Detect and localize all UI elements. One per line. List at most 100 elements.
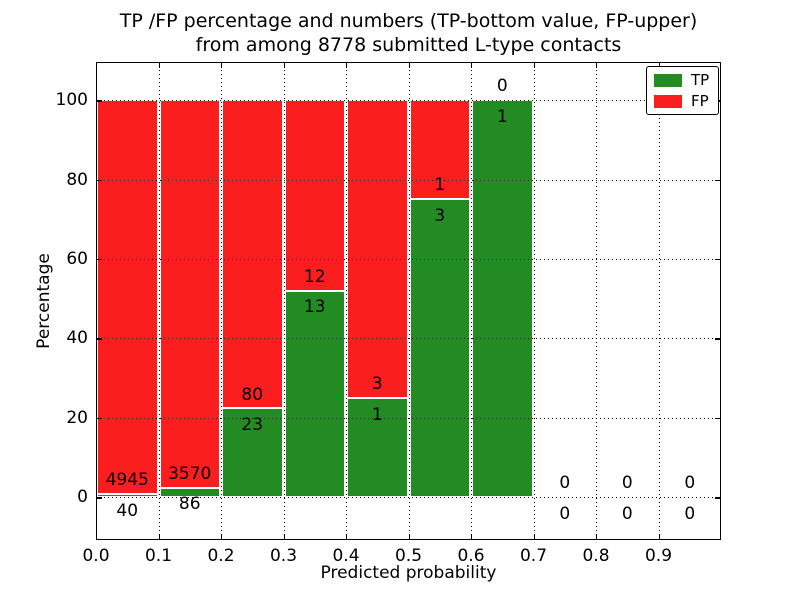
x-tick-mark-top — [221, 62, 223, 68]
x-tick-mark-top — [158, 62, 160, 68]
bar-tp-count-label: 0 — [621, 503, 633, 524]
x-tick-mark-top — [283, 62, 285, 68]
x-tick-mark-top — [596, 62, 598, 68]
y-tick-label: 40 — [66, 328, 88, 349]
bar-segment-tp — [284, 290, 345, 498]
bar-fp-count-label: 0 — [684, 473, 696, 494]
bar-tp-count-label: 1 — [496, 106, 508, 127]
x-tick-mark-top — [658, 62, 660, 68]
y-tick-label: 80 — [66, 169, 88, 190]
grid-line-vertical — [408, 62, 410, 540]
y-tick-mark-right — [715, 497, 721, 499]
x-tick-mark — [158, 534, 160, 540]
x-tick-mark — [533, 534, 535, 540]
y-tick-mark — [96, 497, 102, 499]
y-tick-mark-right — [715, 258, 721, 261]
bar-fp-count-label: 0 — [559, 473, 571, 494]
x-tick-label: 0.7 — [519, 546, 548, 566]
bar-fp-count-label: 0 — [496, 76, 508, 97]
bar-segment-fp — [284, 100, 345, 291]
bar-tp-count-label: 40 — [116, 500, 139, 521]
bar-fp-count-label: 12 — [303, 266, 326, 287]
y-tick-mark-right — [715, 417, 721, 420]
x-tick-label: 0.2 — [207, 546, 235, 566]
bar-segment-fp — [97, 100, 158, 494]
legend-entry-tp: TP — [654, 72, 709, 88]
x-tick-mark — [658, 534, 660, 540]
grid-line-vertical — [658, 62, 660, 540]
x-tick-mark — [408, 534, 410, 540]
grid-line-vertical — [533, 62, 535, 540]
y-tick-mark-right — [715, 179, 721, 181]
grid-line-vertical — [158, 62, 160, 540]
y-tick-mark — [96, 338, 102, 340]
grid-line-vertical — [221, 62, 222, 540]
chart-title-line2: from among 8778 submitted L-type contact… — [195, 34, 622, 56]
y-tick-label: 100 — [55, 90, 88, 111]
y-tick-mark — [96, 258, 102, 261]
bar-tp-count-label: 13 — [303, 297, 326, 318]
bar-segment-tp — [472, 100, 533, 498]
bar-fp-count-label: 3570 — [168, 463, 212, 484]
grid-line-vertical — [346, 62, 347, 540]
y-tick-label: 0 — [77, 487, 88, 508]
bar-tp-count-label: 23 — [241, 415, 264, 436]
x-tick-mark — [221, 534, 223, 540]
fp-swatch-icon — [654, 94, 682, 108]
grid-line-vertical — [471, 62, 472, 540]
bar-segment-tp — [347, 397, 408, 498]
bar-tp-count-label: 3 — [434, 206, 446, 227]
x-tick-label: 0.6 — [457, 546, 485, 566]
bar-fp-count-label: 4945 — [105, 470, 149, 491]
bar-segment-tp — [97, 493, 158, 498]
grid-line-vertical — [283, 62, 285, 540]
x-tick-label: 0.5 — [394, 546, 423, 566]
legend: TP FP — [646, 66, 720, 115]
x-tick-mark — [471, 534, 473, 540]
x-tick-mark-top — [408, 62, 410, 68]
x-tick-mark — [283, 534, 285, 540]
y-tick-mark — [96, 417, 102, 420]
tp-swatch-icon — [654, 73, 682, 87]
bar-segment-fp — [222, 100, 283, 409]
x-tick-label: 0.4 — [332, 546, 360, 566]
bar-fp-count-label: 3 — [371, 373, 383, 394]
x-tick-label: 0.1 — [144, 546, 173, 566]
x-axis-label: Predicted probability — [320, 563, 497, 583]
x-tick-mark — [346, 534, 348, 540]
bar-segment-fp — [347, 100, 408, 398]
y-tick-mark — [96, 100, 102, 102]
bar-tp-count-label: 0 — [559, 503, 571, 524]
bar-tp-count-label: 0 — [684, 503, 696, 524]
x-tick-mark-top — [471, 62, 473, 68]
x-tick-label: 0.0 — [82, 546, 110, 566]
bar-tp-count-label: 86 — [178, 494, 201, 515]
y-tick-mark — [96, 179, 102, 181]
bar-fp-count-label: 1 — [434, 175, 446, 196]
x-tick-mark — [96, 534, 98, 540]
bar-segment-tp — [159, 487, 220, 498]
x-tick-label: 0.9 — [644, 546, 673, 566]
legend-label-fp: FP — [691, 92, 709, 110]
bar-segment-fp — [159, 100, 220, 488]
x-tick-mark — [596, 534, 598, 540]
bar-fp-count-label: 0 — [621, 473, 633, 494]
bar-segment-tp — [409, 199, 470, 498]
x-tick-mark-top — [96, 62, 98, 68]
legend-label-tp: TP — [691, 71, 710, 89]
x-tick-label: 0.3 — [269, 546, 298, 566]
plot-area: 4945 40 3570 86 80 23 12 13 3 1 1 3 0 1 0 0 0 0 0 0 — [96, 62, 721, 540]
x-tick-mark-top — [533, 62, 535, 68]
x-tick-mark-top — [346, 62, 348, 68]
bar-fp-count-label: 80 — [241, 384, 264, 405]
bar-tp-count-label: 1 — [371, 404, 383, 425]
legend-entry-fp: FP — [654, 93, 709, 109]
chart-title: TP /FP percentage and numbers (TP-bottom… — [96, 9, 721, 57]
x-tick-label: 0.8 — [582, 546, 610, 566]
chart-title-line1: TP /FP percentage and numbers (TP-bottom… — [119, 10, 698, 32]
bar-segment-tp — [222, 408, 283, 498]
y-tick-label: 60 — [66, 248, 88, 269]
y-tick-mark-right — [715, 338, 721, 340]
y-tick-label: 20 — [66, 407, 88, 428]
